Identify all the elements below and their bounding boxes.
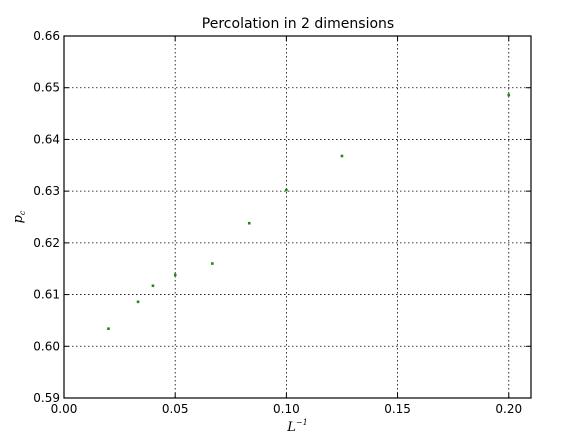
y-tick-label: 0.61	[33, 288, 60, 302]
x-tick-label: 0.05	[162, 402, 189, 416]
data-point	[136, 300, 140, 304]
y-axis-ticks: 0.59 0.60 0.61 0.62 0.63 0.64 0.65 0.66	[33, 29, 531, 405]
x-axis-label-base: L	[286, 420, 296, 435]
y-tick-label: 0.59	[33, 391, 60, 405]
data-point	[340, 154, 344, 158]
x-tick-label: 0.15	[384, 402, 411, 416]
data-point	[107, 327, 110, 331]
data-points	[107, 93, 511, 331]
chart-title: Percolation in 2 dimensions	[202, 16, 394, 32]
x-tick-label: 0.00	[51, 402, 78, 416]
x-axis-label: L−1	[286, 418, 307, 435]
y-tick-label: 0.65	[33, 81, 60, 95]
data-point	[507, 93, 511, 97]
y-axis-label-sub: c	[18, 210, 27, 215]
data-point	[211, 262, 214, 265]
y-axis-label-base: p	[11, 214, 26, 223]
data-point	[285, 188, 288, 192]
plot-frame	[63, 35, 532, 399]
y-tick-label: 0.60	[33, 339, 60, 353]
x-tick-label: 0.10	[273, 402, 300, 416]
grid	[64, 36, 531, 398]
y-tick-label: 0.63	[33, 184, 60, 198]
data-point	[247, 221, 251, 225]
y-axis-label: pc	[11, 210, 27, 223]
data-point	[151, 284, 155, 288]
x-axis-ticks: 0.00 0.05 0.10 0.15 0.20	[51, 36, 522, 416]
y-tick-label: 0.64	[33, 132, 60, 146]
y-tick-label: 0.62	[33, 236, 60, 250]
x-tick-label: 0.20	[495, 402, 522, 416]
data-point	[173, 273, 177, 277]
x-axis-label-sup: −1	[296, 418, 308, 427]
y-tick-label: 0.66	[33, 29, 60, 43]
